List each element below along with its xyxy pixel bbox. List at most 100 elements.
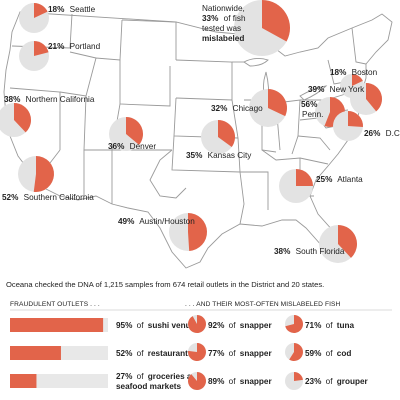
city-name: Northern California (26, 95, 95, 104)
city-label-new-york: 39% New York (308, 85, 365, 94)
pie-slice-mislabeled (34, 41, 49, 56)
city-label-kansas-city: 35% Kansas City (186, 151, 252, 160)
city-label-penn-name: Penn. (302, 110, 323, 119)
outlet-label: 52% of restaurants (116, 349, 193, 358)
city-pct: 18% (48, 5, 65, 14)
outlet-row: 52% of restaurants 77% of snapper 59% of… (10, 346, 351, 360)
city-label-dc: 26% D.C. (364, 129, 400, 138)
pie-slice-mislabeled (262, 0, 290, 42)
outlet-label-line2: seafood markets (116, 382, 182, 391)
fish-pie (188, 372, 207, 390)
fish-label: 89% of snapper (208, 377, 272, 386)
us-map (3, 11, 393, 269)
pie-slice-mislabeled (296, 169, 313, 186)
fish-label: 23% of grouper (305, 377, 369, 386)
outlet-rows: 95% of sushi venues 92% of snapper 71% o… (10, 318, 369, 391)
city-name: D.C. (386, 129, 400, 138)
pie-slice-mislabeled (14, 103, 32, 133)
pie-slice-mislabeled (188, 372, 207, 390)
city-name: Portland (70, 42, 101, 51)
nationwide-callout: Nationwide, 33% of fish tested was misla… (202, 4, 246, 43)
city-pct: 18% (330, 68, 347, 77)
pie-slice-mislabeled (218, 120, 236, 147)
city-pie (350, 83, 382, 115)
fish-pie (285, 315, 304, 333)
fish-pie (187, 343, 206, 362)
fish-label: 71% of tuna (305, 321, 355, 330)
outlet-bar-fill (10, 374, 37, 388)
city-pct: 36% (108, 142, 125, 151)
city-name: Kansas City (208, 151, 253, 160)
city-pie (169, 213, 208, 251)
city-pie (249, 89, 287, 127)
pie-slice-mislabeled (289, 343, 304, 362)
outlets-header: FRAUDULENT OUTLETS . . . (10, 301, 100, 308)
pie-slice-mislabeled (366, 83, 382, 112)
nationwide-line1: Nationwide, (202, 4, 245, 13)
outlet-row: 95% of sushi venues 92% of snapper 71% o… (10, 318, 355, 332)
city-pie (319, 225, 358, 263)
nationwide-pie (234, 0, 290, 56)
nationwide-pct: 33% (202, 14, 219, 23)
pie-slice-mislabeled (348, 111, 363, 127)
fish-pie (285, 343, 304, 362)
fish-label: 59% of cod (305, 349, 351, 358)
lake-superior (243, 57, 269, 67)
city-pct: 35% (186, 151, 203, 160)
fish-label: 77% of snapper (208, 349, 272, 358)
city-label-portland: 21% Portland (48, 42, 101, 51)
fish-label: 92% of snapper (208, 321, 272, 330)
fish-header: . . . AND THEIR MOST-OFTEN MISLABELED FI… (185, 301, 341, 308)
city-label-boston: 18% Boston (330, 68, 378, 77)
city-pct: 25% (316, 175, 333, 184)
outlet-label: 27% of groceries and (116, 372, 202, 381)
city-pct: 38% (274, 247, 291, 256)
lake-erie (299, 85, 328, 101)
city-pct: 32% (211, 104, 228, 113)
pie-slice-mislabeled (338, 225, 358, 258)
city-name: South Florida (296, 247, 345, 256)
pie-slice-mislabeled (352, 74, 363, 86)
fish-pie (285, 372, 303, 390)
pie-slice-mislabeled (188, 213, 208, 251)
city-name: Chicago (233, 104, 263, 113)
city-label-austin-houston: 49% Austin/Houston (118, 217, 195, 226)
nationwide-line4: mislabeled (202, 34, 244, 43)
city-name: Austin/Houston (139, 217, 195, 226)
nationwide-line3: tested was (202, 24, 241, 33)
city-pies (0, 0, 382, 263)
city-pie (0, 103, 32, 137)
city-label-seattle: 18% Seattle (48, 5, 96, 14)
fish-pies (187, 315, 304, 390)
city-pie (201, 120, 236, 154)
study-description: Oceana checked the DNA of 1,215 samples … (6, 280, 324, 289)
nationwide-line2: 33% of fish (202, 14, 246, 23)
city-name: New York (330, 85, 365, 94)
state-borders (9, 13, 367, 225)
city-pie (333, 111, 363, 141)
pie-slice-mislabeled (187, 343, 206, 362)
city-label-northern-california: 38% Northern California (4, 95, 95, 104)
city-pct: 26% (364, 129, 381, 138)
city-label-chicago: 32% Chicago (211, 104, 263, 113)
city-label-southern-california: 52% Southern California (2, 193, 94, 202)
outlet-row: 27% of groceries and seafood markets 89%… (10, 372, 369, 391)
outlet-label: 95% of sushi venues (116, 321, 200, 330)
city-name: Denver (130, 142, 157, 151)
city-name: Atlanta (337, 175, 363, 184)
nationwide-line2-rest: of fish (224, 14, 246, 23)
city-pie (279, 169, 313, 203)
pie-slice-mislabeled (188, 315, 207, 333)
city-pct: 39% (308, 85, 325, 94)
pie-slice-mislabeled (34, 3, 48, 18)
outlet-bar-fill (10, 318, 104, 332)
city-pct: 52% (2, 193, 19, 202)
city-pie (109, 117, 143, 151)
city-label-denver: 36% Denver (108, 142, 156, 151)
city-pie (18, 156, 55, 192)
city-label-penn-pct: 56% (301, 100, 318, 109)
pie-slice-mislabeled (294, 372, 303, 381)
city-name: Boston (352, 68, 378, 77)
pie-slice-mislabeled (268, 89, 287, 117)
